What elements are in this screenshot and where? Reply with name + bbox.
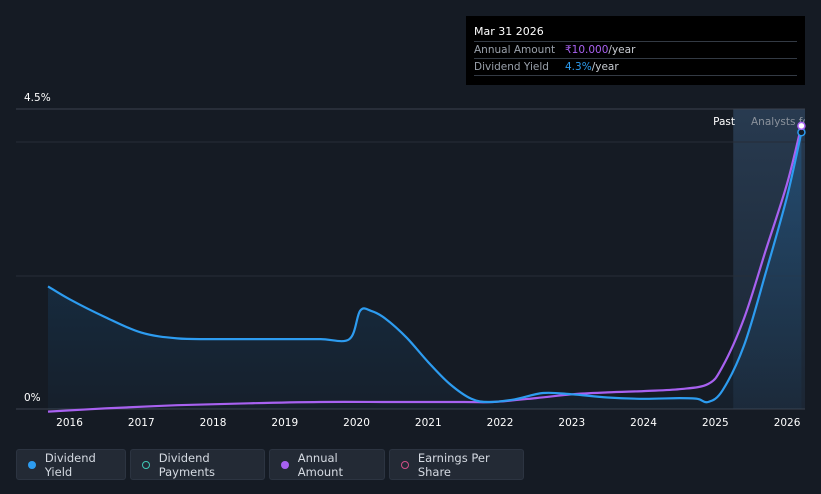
legend-dot-icon: [281, 460, 289, 469]
tooltip-value: 4.3%: [565, 61, 592, 73]
x-tick-label: 2021: [415, 417, 442, 429]
x-tick-label: 2024: [630, 417, 657, 429]
legend-label: Earnings Per Share: [417, 450, 490, 479]
tooltip-unit: /year: [591, 61, 619, 73]
right-edge-mask: [805, 100, 821, 130]
tooltip-row-annual-amount: Annual Amount ₹10.000 /year: [474, 41, 797, 58]
x-tick-label: 2020: [343, 417, 370, 429]
legend-ring-icon: [401, 460, 409, 469]
legend-dot-icon: [28, 460, 36, 469]
legend-ring-icon: [142, 460, 150, 469]
x-tick-label: 2016: [56, 417, 83, 429]
tooltip-label: Dividend Yield: [474, 61, 549, 73]
y-tick-bottom: 0%: [24, 392, 41, 404]
x-tick-label: 2018: [200, 417, 227, 429]
past-label: Past: [713, 116, 735, 128]
tooltip-value: ₹10.000: [565, 44, 609, 56]
legend-label: Dividend Yield: [44, 450, 96, 479]
dividend-yield-line: [47, 132, 803, 404]
amount-end-marker: [797, 121, 806, 131]
x-tick-label: 2019: [271, 417, 298, 429]
tooltip-row-dividend-yield: Dividend Yield 4.3% /year: [474, 58, 797, 76]
legend-label: Dividend Payments: [158, 450, 216, 479]
legend-dividend-yield[interactable]: Dividend Yield: [16, 449, 126, 480]
x-tick-label: 2023: [558, 417, 585, 429]
x-tick-label: 2026: [774, 417, 801, 429]
tooltip-unit: /year: [608, 44, 636, 56]
legend-earnings-per-share[interactable]: Earnings Per Share: [389, 449, 524, 480]
y-tick-top: 4.5%: [24, 92, 51, 104]
tooltip-date: Mar 31 2026: [474, 25, 544, 38]
legend-dividend-payments[interactable]: Dividend Payments: [130, 449, 265, 480]
hover-tooltip: Mar 31 2026 Annual Amount ₹10.000 /year …: [466, 16, 805, 85]
x-tick-label: 2017: [128, 417, 155, 429]
x-tick-label: 2022: [487, 417, 514, 429]
forecast-label: Analysts fo: [751, 116, 809, 128]
tooltip-label: Annual Amount: [474, 44, 556, 56]
legend-annual-amount[interactable]: Annual Amount: [269, 449, 385, 480]
dividend-yield-area: [48, 132, 802, 410]
x-tick-label: 2025: [702, 417, 729, 429]
legend-label: Annual Amount: [297, 450, 343, 479]
